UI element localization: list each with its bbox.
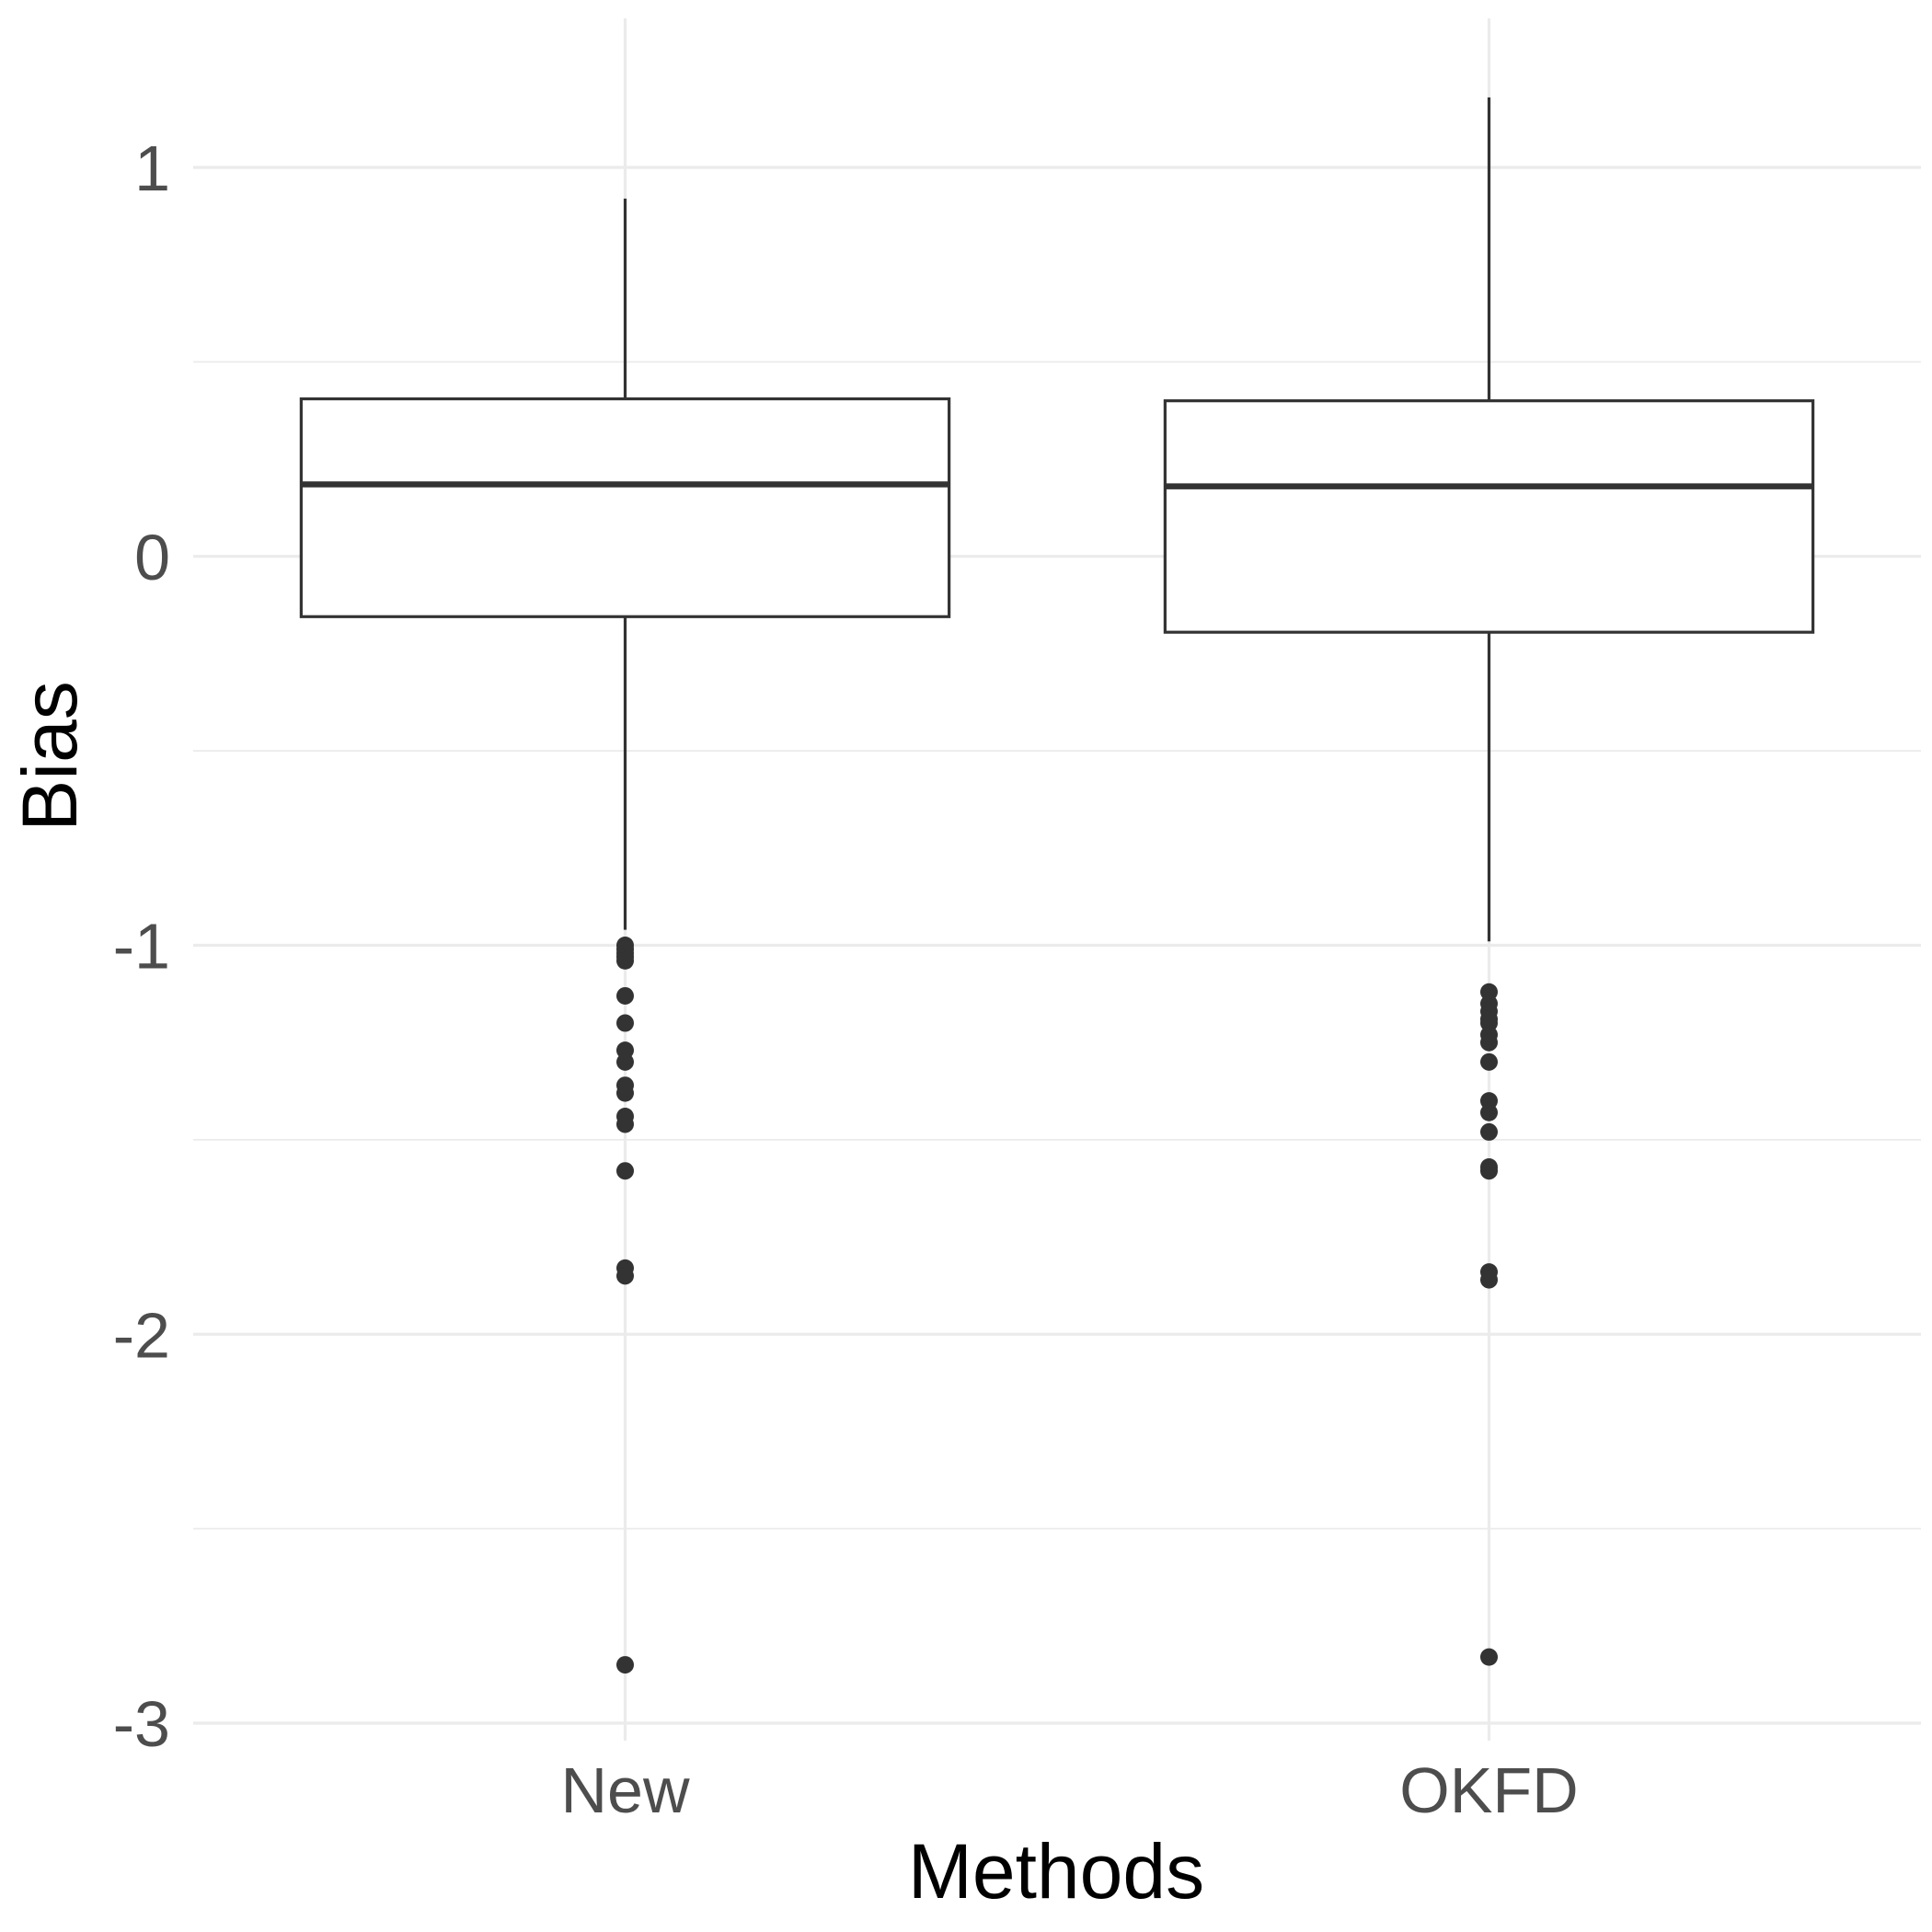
outlier-point	[616, 951, 634, 970]
iqr-box	[1163, 399, 1815, 634]
box-group-okfd	[1163, 97, 1815, 1666]
y-tick-label: 0	[134, 522, 170, 593]
grid-lines	[193, 18, 1921, 1741]
outlier-point	[616, 1162, 634, 1180]
outlier-point	[1480, 1052, 1498, 1071]
x-tick-label: New	[560, 1754, 689, 1826]
box-group-new	[299, 198, 951, 1674]
y-tick-label: -3	[113, 1688, 170, 1760]
x-tick-label: OKFD	[1399, 1754, 1578, 1826]
outlier-point	[1480, 1271, 1498, 1289]
outlier-point	[1480, 1162, 1498, 1180]
outlier-point	[1480, 1122, 1498, 1141]
box-series	[299, 97, 1815, 1674]
outlier-point	[616, 1115, 634, 1133]
y-tick-label: 1	[134, 132, 170, 204]
y-axis-title: Bias	[6, 681, 93, 831]
tick-labels: 1 0 -1 -2 -3 New OKFD	[113, 132, 1579, 1826]
outlier-point	[1480, 1033, 1498, 1052]
y-tick-label: -2	[113, 1299, 170, 1371]
outlier-point	[1480, 1103, 1498, 1121]
outlier-point	[616, 1656, 634, 1674]
x-axis-title: Methods	[908, 1828, 1204, 1915]
outlier-point	[616, 986, 634, 1005]
outlier-point	[616, 1014, 634, 1032]
outlier-point	[616, 1084, 634, 1102]
outlier-point	[616, 1267, 634, 1285]
outlier-point	[616, 1052, 634, 1071]
outlier-point	[1480, 1648, 1498, 1666]
iqr-box	[299, 397, 951, 618]
y-tick-label: -1	[113, 911, 170, 983]
